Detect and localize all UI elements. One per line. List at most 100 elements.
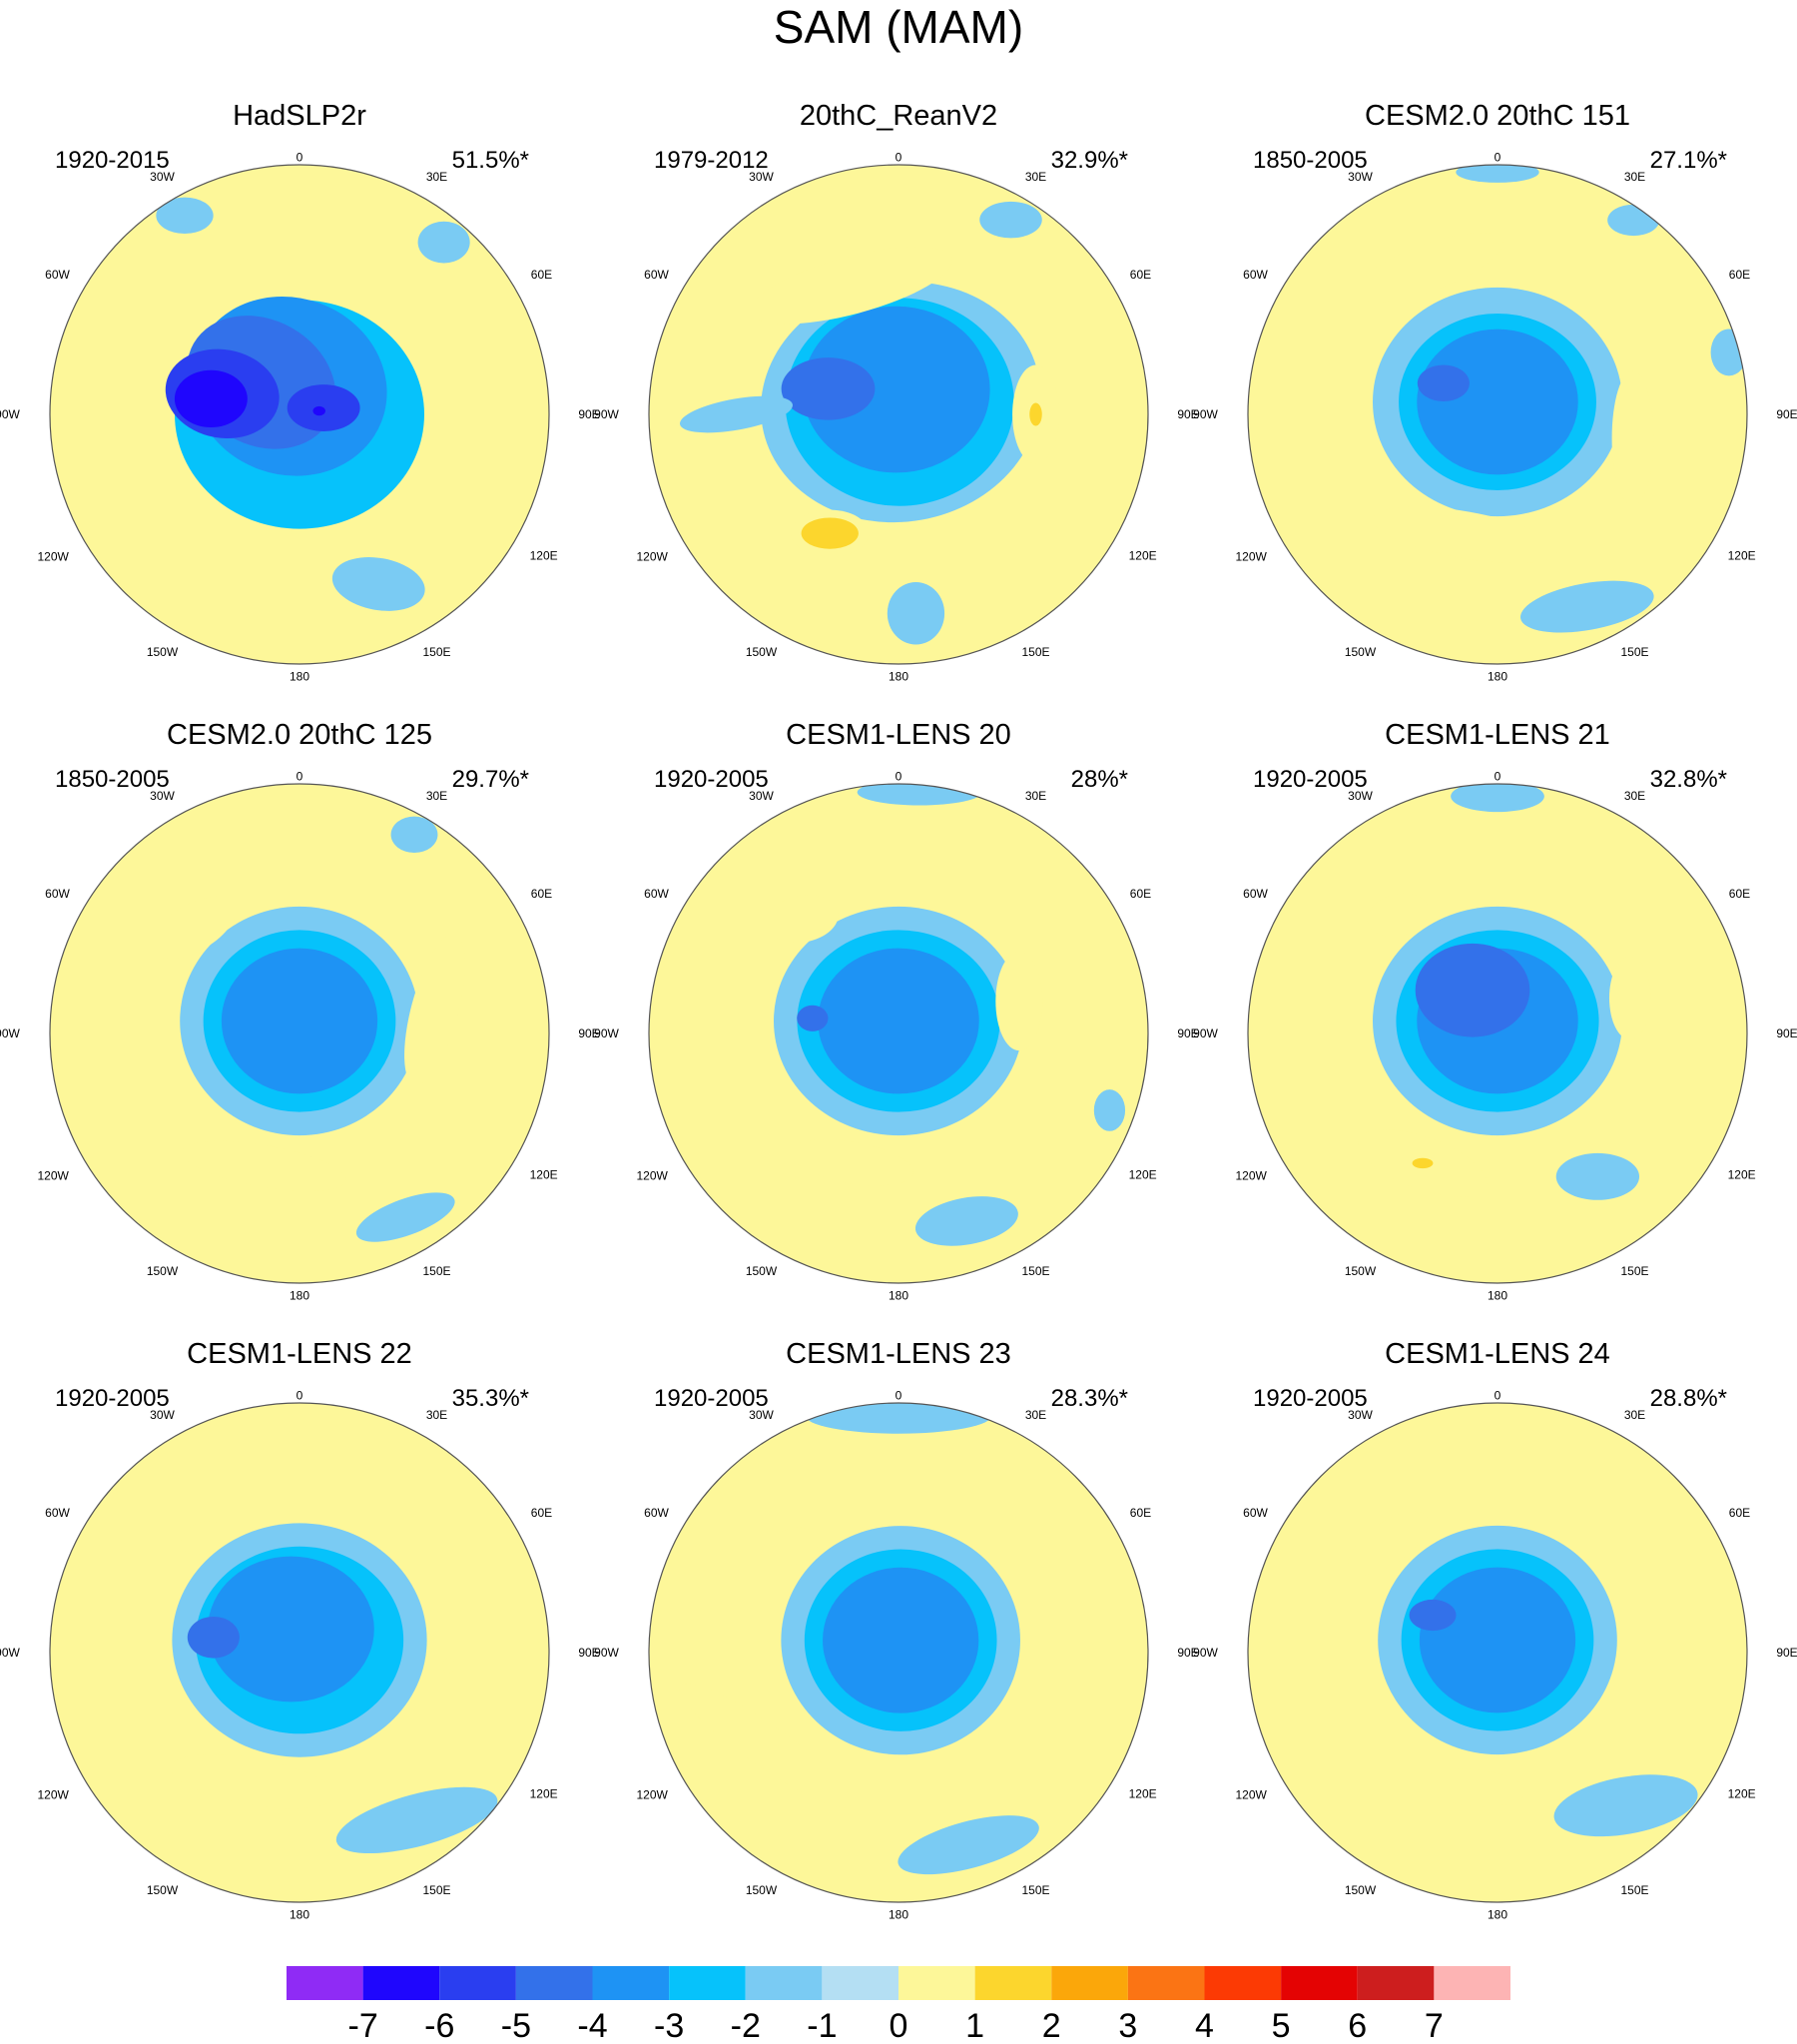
longitude-label: 90E <box>1776 1026 1797 1040</box>
contour-level-neg1 <box>887 581 945 645</box>
contour-level-neg1 <box>1093 1089 1126 1131</box>
colorbar-box <box>745 1966 823 2000</box>
longitude-label: 30W <box>1348 170 1373 184</box>
colorbar-box <box>287 1966 363 2000</box>
longitude-label: 150E <box>1021 1264 1049 1278</box>
longitude-label: 150W <box>746 645 778 659</box>
longitude-label: 30W <box>749 1408 774 1422</box>
longitude-label: 0 <box>896 1389 902 1403</box>
panel-title: CESM1-LENS 21 <box>1385 719 1610 751</box>
map-panel: 0 30E 60E 90E 120E 150E 180 150W 120W 90W 60W 30W CE… <box>0 719 600 1303</box>
contour-level-neg1 <box>1710 329 1747 376</box>
panel-variance: 35.3%* <box>452 1385 529 1412</box>
contour-level-neg1 <box>390 816 438 854</box>
contour-level-pos1 <box>1608 956 1651 1040</box>
contour-level-pos1 <box>751 247 952 325</box>
panel-variance: 27.1%* <box>1650 147 1727 174</box>
longitude-label: 30E <box>1624 789 1645 803</box>
panel-variance: 51.5%* <box>452 147 529 174</box>
longitude-label: 120E <box>1129 1786 1157 1800</box>
longitude-label: 120W <box>1236 550 1268 564</box>
panel-period: 1850-2005 <box>55 766 170 793</box>
longitude-label: 90W <box>594 407 619 421</box>
longitude-label: 90W <box>0 407 21 421</box>
contour-level-neg3 <box>208 1556 374 1703</box>
longitude-label: 120W <box>637 550 669 564</box>
contour-level-neg4 <box>187 1616 240 1659</box>
contour-level-pos1 <box>180 1521 227 1555</box>
map-panel: 0 30E 60E 90E 120E 150E 180 150W 120W 90W 60W 30W Ha… <box>0 100 600 684</box>
longitude-label: 150W <box>1345 645 1377 659</box>
contour-level-pos1 <box>679 1684 853 1808</box>
contour-level-neg1 <box>335 1786 498 1854</box>
contour-level-pos1 <box>1367 893 1430 937</box>
longitude-label: 60W <box>1243 1506 1268 1520</box>
contour-level-pos1 <box>995 952 1043 1051</box>
longitude-label: 30E <box>426 1408 447 1422</box>
colorbar-box <box>898 1966 975 2000</box>
panel-title: CESM2.0 20thC 125 <box>167 719 432 751</box>
longitude-label: 30W <box>150 170 175 184</box>
longitude-label: 0 <box>1495 151 1501 165</box>
colorbar-tick-label: -2 <box>731 2007 761 2044</box>
longitude-label: 90W <box>0 1646 21 1660</box>
colorbar-tick-label: 3 <box>1118 2007 1137 2044</box>
contour-field <box>1248 784 1747 1283</box>
colorbar-box <box>439 1966 516 2000</box>
contour-level-pos1 <box>237 258 252 267</box>
panel-period: 1920-2005 <box>654 1385 769 1412</box>
longitude-label: 150E <box>1021 1883 1049 1897</box>
colorbar-tick-label: 1 <box>965 2007 984 2044</box>
longitude-label: 120E <box>530 548 558 562</box>
contour-level-pos1 <box>1422 1768 1526 1807</box>
longitude-label: 30E <box>1624 1408 1645 1422</box>
longitude-label: 120W <box>38 550 70 564</box>
longitude-label: 150E <box>422 645 450 659</box>
contour-level-neg3 <box>803 306 990 473</box>
longitude-label: 60E <box>1729 268 1750 282</box>
longitude-label: 120W <box>637 1788 669 1802</box>
panel-variance: 32.9%* <box>1051 147 1128 174</box>
contour-level-neg1 <box>1451 784 1544 813</box>
colorbar-box <box>515 1966 593 2000</box>
colorbar-tick-label: -1 <box>807 2007 837 2044</box>
longitude-label: 150E <box>1620 1264 1648 1278</box>
contour-field <box>50 784 549 1283</box>
colorbar-tick-label: 0 <box>890 2007 908 2044</box>
contour-level-pos1 <box>170 1753 335 1809</box>
colorbar-box <box>1051 1966 1128 2000</box>
longitude-label: 0 <box>297 151 303 165</box>
map-frame <box>648 164 1149 665</box>
contour-level-pos1 <box>1611 370 1654 506</box>
colorbar-tick-label: 4 <box>1195 2007 1214 2044</box>
colorbar-box <box>974 1966 1052 2000</box>
longitude-label: 120W <box>637 1169 669 1183</box>
colorbar-tick-label: -6 <box>424 2007 454 2044</box>
longitude-label: 60W <box>45 1506 70 1520</box>
contour-level-pos1 <box>151 896 237 959</box>
longitude-label: 30E <box>1624 170 1645 184</box>
contour-level-neg4 <box>1415 943 1530 1037</box>
colorbar-box <box>669 1966 746 2000</box>
longitude-label: 30E <box>426 789 447 803</box>
map-frame <box>49 164 550 665</box>
colorbar-box <box>1281 1966 1358 2000</box>
panel-period: 1920-2005 <box>55 1385 170 1412</box>
contour-level-neg1 <box>898 1815 1039 1875</box>
longitude-label: 120W <box>1236 1169 1268 1183</box>
colorbar-tick-label: 7 <box>1425 2007 1444 2044</box>
longitude-label: 90W <box>0 1026 21 1040</box>
map-panel: 0 30E 60E 90E 120E 150E 180 150W 120W 90W 60W 30W 20… <box>594 100 1199 684</box>
contour-level-neg3 <box>1417 329 1578 475</box>
longitude-label: 90E <box>1177 407 1198 421</box>
longitude-label: 150E <box>1620 1883 1648 1897</box>
longitude-label: 120E <box>530 1167 558 1181</box>
colorbar-tick-label: -5 <box>501 2007 531 2044</box>
longitude-label: 180 <box>889 1908 908 1922</box>
longitude-label: 180 <box>889 1289 908 1303</box>
figure-title: SAM (MAM) <box>774 1 1023 53</box>
longitude-label: 60E <box>1130 268 1151 282</box>
colorbar-box <box>1127 1966 1205 2000</box>
panel-title: CESM1-LENS 20 <box>786 719 1011 751</box>
colorbar-tick-label: 6 <box>1348 2007 1367 2044</box>
